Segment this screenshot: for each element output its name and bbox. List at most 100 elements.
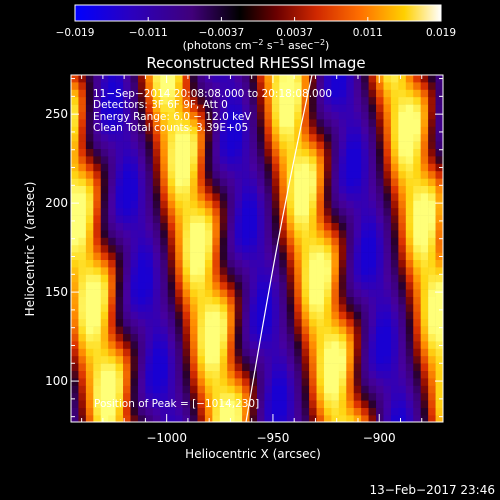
heatmap-cell	[182, 319, 191, 327]
heatmap-cell	[286, 178, 295, 187]
heatmap-cell	[428, 274, 436, 283]
heatmap-cell	[368, 89, 377, 98]
heatmap-cell	[93, 319, 102, 327]
heatmap-cell	[368, 126, 377, 135]
heatmap-cell	[219, 393, 228, 401]
heatmap-cell	[383, 363, 392, 372]
heatmap-cell	[346, 363, 355, 372]
heatmap-cell	[368, 282, 377, 290]
heatmap-cell	[286, 193, 295, 202]
heatmap-cell	[190, 326, 198, 335]
heatmap-cell	[301, 371, 310, 379]
heatmap-cell	[405, 289, 414, 298]
heatmap-cell	[93, 75, 102, 83]
heatmap-cell	[123, 171, 131, 179]
heatmap-cell	[78, 311, 87, 320]
heatmap-cell	[309, 200, 317, 209]
heatmap-cell	[405, 208, 414, 216]
heatmap-cell	[264, 97, 273, 105]
heatmap-cell	[323, 104, 332, 113]
heatmap-cell	[428, 178, 436, 187]
heatmap-cell	[353, 260, 362, 268]
heatmap-cell	[413, 223, 421, 231]
heatmap-cell	[390, 200, 399, 209]
heatmap-cell	[93, 400, 102, 409]
heatmap-cell	[242, 385, 250, 394]
heatmap-cell	[368, 200, 377, 209]
heatmap-cell	[160, 289, 169, 298]
heatmap-cell	[331, 393, 340, 401]
heatmap-cell	[249, 82, 258, 91]
heatmap-cell	[227, 104, 235, 113]
heatmap-cell	[123, 163, 131, 172]
heatmap-cell	[182, 297, 191, 305]
heatmap-cell	[242, 89, 250, 98]
heatmap-cell	[152, 348, 161, 357]
heatmap-cell	[323, 274, 332, 283]
heatmap-cell	[190, 260, 198, 268]
heatmap-cell	[338, 141, 347, 150]
heatmap-cell	[323, 141, 332, 150]
heatmap-cell	[167, 75, 176, 83]
heatmap-cell	[361, 141, 369, 150]
heatmap-cell	[257, 245, 265, 253]
heatmap-cell	[175, 89, 183, 98]
heatmap-cell	[78, 223, 87, 231]
heatmap-cell	[405, 282, 414, 290]
heatmap-cell	[204, 104, 213, 113]
heatmap-cell	[361, 193, 369, 202]
heatmap-cell	[78, 171, 87, 179]
heatmap-cell	[123, 75, 131, 83]
heatmap-cell	[234, 230, 243, 239]
heatmap-cell	[323, 193, 332, 202]
heatmap-cell	[212, 149, 221, 157]
heatmap-cell	[286, 119, 295, 128]
heatmap-cell	[227, 237, 235, 246]
heatmap-cell	[182, 289, 191, 298]
heatmap-cell	[294, 356, 302, 364]
heatmap-cell	[413, 141, 421, 150]
heatmap-cell	[167, 334, 176, 342]
heatmap-cell	[197, 223, 206, 231]
heatmap-cell	[338, 304, 347, 313]
heatmap-cell	[413, 171, 421, 179]
heatmap-cell	[204, 215, 213, 224]
heatmap-cell	[413, 134, 421, 142]
heatmap-cell	[234, 134, 243, 142]
heatmap-cell	[353, 311, 362, 320]
heatmap-cell	[368, 252, 377, 261]
heatmap-cell	[78, 82, 87, 91]
heatmap-cell	[78, 215, 87, 224]
heatmap-cell	[405, 334, 414, 342]
heatmap-cell	[100, 297, 109, 305]
heatmap-cell	[294, 245, 302, 253]
heatmap-cell	[390, 223, 399, 231]
heatmap-cell	[167, 274, 176, 283]
heatmap-cell	[100, 186, 109, 194]
heatmap-cell	[130, 363, 139, 372]
heatmap-cell	[376, 104, 384, 113]
heatmap-cell	[234, 178, 243, 187]
heatmap-cell	[197, 385, 206, 394]
heatmap-cell	[420, 371, 429, 379]
heatmap-cell	[257, 134, 265, 142]
heatmap-cell	[271, 415, 280, 422]
heatmap-cell	[331, 75, 340, 83]
heatmap-cell	[428, 215, 436, 224]
heatmap-cell	[93, 245, 102, 253]
heatmap-cell	[331, 163, 340, 172]
heatmap-cell	[108, 274, 116, 283]
heatmap-cell	[100, 393, 109, 401]
heatmap-cell	[190, 141, 198, 150]
heatmap-cell	[279, 334, 288, 342]
heatmap-cell	[160, 341, 169, 350]
heatmap-cell	[160, 178, 169, 187]
heatmap-cell	[115, 378, 124, 387]
heatmap-cell	[346, 408, 355, 416]
heatmap-cell	[212, 171, 221, 179]
heatmap-cell	[286, 104, 295, 113]
heatmap-cell	[115, 208, 124, 216]
heatmap-cell	[175, 297, 183, 305]
heatmap-cell	[130, 282, 139, 290]
heatmap-cell	[368, 156, 377, 165]
